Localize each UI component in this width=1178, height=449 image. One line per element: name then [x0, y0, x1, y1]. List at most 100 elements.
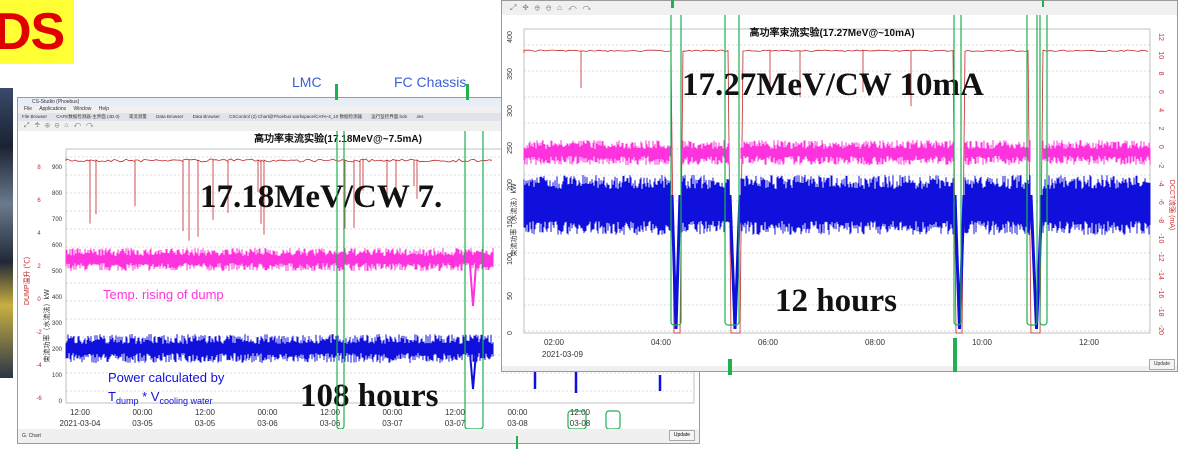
tab-data-browser-1[interactable]: Data Browser [156, 114, 184, 119]
left-x-date-tick: 03-06 [320, 419, 341, 428]
tab-data-browser-2[interactable]: Data Browser [192, 114, 220, 119]
annotation-power-sub-cooling: cooling water [159, 396, 212, 406]
left-overlay-energy: 17.18MeV/CW 7. [200, 179, 442, 215]
right-blue-dip [670, 194, 682, 330]
left-statusbar: G. Chart [18, 429, 699, 443]
left-window-titlebar: CS-Studio (Phoebus) [18, 98, 699, 106]
left-status-text: G. Chart [22, 433, 41, 439]
left-blue-band [65, 334, 494, 363]
menu-applications[interactable]: Applications [39, 106, 67, 112]
right-y-axis-right-label: DCCT流强 (mA) [1168, 180, 1177, 231]
r-zoom-in-icon[interactable]: ⤢ [510, 3, 523, 12]
right-left-tick-label: 200 [507, 179, 514, 191]
right-right-tick-label: 6 [1157, 90, 1164, 94]
right-update-button[interactable]: Update [1148, 359, 1175, 370]
r-home-icon[interactable]: ⌂ [557, 3, 569, 12]
left-x-time-tick: 00:00 [132, 408, 153, 417]
right-blue-dip [953, 194, 966, 330]
right-left-tick-label: 400 [507, 31, 514, 43]
menu-window[interactable]: Window [73, 106, 92, 112]
left-temp-tick-label: -6 [36, 396, 42, 402]
annotation-power-line1: Power calculated by [108, 370, 225, 385]
left-temp-tick-label: -4 [36, 363, 42, 369]
tab-cscontrol[interactable]: CSControl (2) Chart@Phoebus workspace/CA… [229, 114, 363, 119]
zoom-in-icon[interactable]: ⤢ [24, 122, 35, 129]
r-undo-icon[interactable]: ↶ [568, 3, 583, 12]
tab-file-browser[interactable]: File Browser [22, 114, 48, 119]
left-power-tick-label: 300 [52, 321, 63, 327]
r-zoom-out-icon[interactable]: ⊖ [545, 3, 558, 12]
right-left-tick-label: 50 [507, 292, 514, 300]
right-right-tick-label: -8 [1157, 217, 1164, 223]
left-temp-tick-label: 6 [37, 198, 41, 204]
left-power-tick-label: 200 [52, 347, 63, 353]
tab-cafe-monitor[interactable]: CAFE数据检测器-主界面 (4D.0) [56, 114, 120, 119]
undo-icon[interactable]: ↶ [73, 122, 87, 129]
right-current-trace [523, 49, 1149, 334]
tab-jes[interactable]: Jes [416, 114, 424, 119]
left-update-button[interactable]: Update [668, 430, 695, 441]
title-badge-text: DS [0, 3, 65, 61]
home-icon[interactable]: ⌂ [64, 122, 74, 129]
right-blue-band [523, 175, 1151, 235]
right-x-time-tick: 12:00 [1079, 338, 1100, 347]
green-marker [335, 84, 338, 100]
right-right-tick-label: -20 [1157, 325, 1164, 335]
right-right-tick-label: 10 [1157, 51, 1164, 59]
r-pan-icon[interactable]: ✥ [522, 3, 535, 12]
left-x-time-tick: 12:00 [195, 408, 216, 417]
left-pink-band [65, 248, 494, 271]
right-right-tick-label: 4 [1157, 108, 1164, 112]
right-x-time-tick: 08:00 [865, 338, 886, 347]
left-power-tick-label: 700 [52, 217, 63, 223]
left-x-date-tick: 2021-03-04 [60, 419, 101, 428]
annotation-power-line2: Tdump * Vcooling water [108, 389, 212, 406]
menu-help[interactable]: Help [98, 106, 110, 112]
right-toolbar: ⤢✥⊕⊖⌂↶↷ [502, 1, 1177, 15]
right-downtime-frame [1039, 4, 1048, 326]
r-zoom-icon[interactable]: ⊕ [534, 3, 546, 12]
tab-run-monitor[interactable]: 运行监控界面.bob [371, 114, 408, 119]
fc-chassis-label: FC Chassis [394, 74, 467, 90]
right-right-tick-label: -12 [1157, 252, 1164, 262]
title-badge: DS [0, 0, 74, 64]
right-left-tick-label: 350 [507, 68, 514, 80]
r-redo-icon[interactable]: ↷ [582, 3, 598, 12]
left-x-date-tick: 03-08 [507, 419, 528, 428]
redo-icon[interactable]: ↷ [86, 122, 99, 129]
right-right-tick-label: -16 [1157, 288, 1164, 298]
green-marker [953, 338, 957, 372]
left-y-axis-temp-label: DUMP温升 (℃) [22, 257, 31, 305]
annotation-power-times-v: * V [138, 389, 159, 404]
tab-beam-measure[interactable]: 束流测量 [128, 114, 147, 119]
green-marker [466, 84, 469, 100]
left-x-time-tick: 12:00 [570, 408, 591, 417]
right-left-tick-label: 100 [507, 253, 514, 265]
left-power-tick-label: 800 [52, 191, 63, 197]
left-temp-trace [65, 158, 493, 241]
right-overlay-energy: 17.27MeV/CW 10mA [682, 67, 984, 103]
right-x-time-tick: 10:00 [972, 338, 993, 347]
left-x-date-tick: 03-05 [195, 419, 216, 428]
left-menubar: File Applications Window Help [18, 106, 699, 113]
zoom-icon[interactable]: ⊕ [45, 122, 55, 129]
left-x-time-tick: 12:00 [445, 408, 466, 417]
annotation-power-sub-dump: dump [116, 396, 139, 406]
right-right-tick-label: -2 [1157, 162, 1164, 168]
right-x-time-tick: 04:00 [651, 338, 672, 347]
pan-icon[interactable]: ✥ [34, 122, 46, 129]
left-downtime-frame [605, 410, 621, 430]
right-plot-area[interactable]: 400 350 300 250 200 150 100 50 0 12 10 8 6 4 2 0 -2 -4 -6 -… [502, 4, 1177, 366]
left-x-date-tick: 03-05 [132, 419, 153, 428]
right-x-time-tick: 02:00 [544, 338, 565, 347]
green-marker [671, 0, 674, 8]
left-temp-tick-label: 0 [37, 297, 41, 303]
right-x-date-tick: 2021-03-09 [542, 350, 583, 359]
menu-file[interactable]: File [24, 106, 33, 112]
right-left-tick-label: 150 [507, 216, 514, 228]
right-right-tick-label: -14 [1157, 270, 1164, 280]
zoom-out-icon[interactable]: ⊖ [54, 122, 65, 129]
right-right-tick-label: -10 [1157, 233, 1164, 243]
right-x-time-tick: 06:00 [758, 338, 779, 347]
left-tabbar: File Browser CAFE数据检测器-主界面 (4D.0) 束流测量 D… [18, 113, 699, 121]
